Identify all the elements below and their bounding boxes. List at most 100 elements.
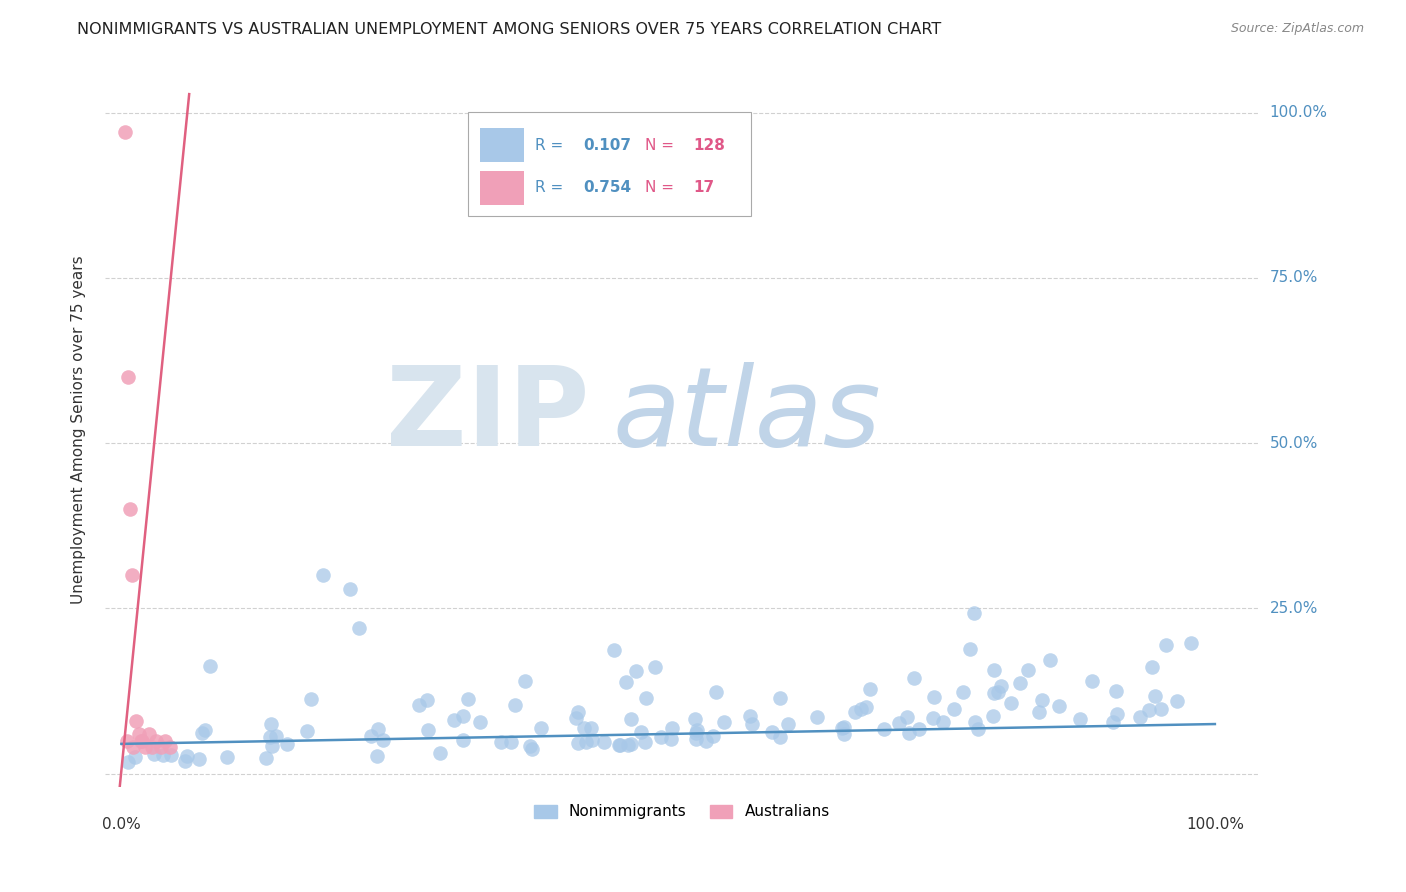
- Point: [962, 606, 984, 620]
- Point: [145, 733, 167, 747]
- FancyBboxPatch shape: [479, 170, 524, 205]
- Point: [191, 726, 214, 740]
- Point: [138, 727, 160, 741]
- Point: [299, 692, 322, 706]
- Point: [499, 735, 522, 749]
- Point: [443, 713, 465, 727]
- Point: [124, 750, 146, 764]
- Point: [176, 749, 198, 764]
- Point: [607, 738, 630, 752]
- Point: [567, 736, 589, 750]
- Point: [468, 715, 491, 730]
- FancyBboxPatch shape: [479, 128, 524, 162]
- Text: 25.0%: 25.0%: [1270, 601, 1317, 615]
- Point: [859, 681, 882, 696]
- Point: [505, 698, 527, 713]
- Point: [769, 731, 792, 745]
- Point: [260, 716, 283, 731]
- Point: [579, 721, 602, 735]
- Point: [738, 708, 761, 723]
- Point: [128, 727, 150, 741]
- Point: [959, 641, 981, 656]
- Point: [832, 720, 855, 734]
- Point: [1069, 712, 1091, 726]
- Point: [832, 726, 855, 740]
- Point: [1180, 636, 1202, 650]
- Point: [617, 738, 640, 752]
- Point: [768, 691, 790, 706]
- Point: [1105, 707, 1128, 722]
- Point: [565, 711, 588, 725]
- Text: NONIMMIGRANTS VS AUSTRALIAN UNEMPLOYMENT AMONG SENIORS OVER 75 YEARS CORRELATION: NONIMMIGRANTS VS AUSTRALIAN UNEMPLOYMENT…: [77, 22, 942, 37]
- Point: [217, 750, 239, 764]
- Point: [360, 729, 382, 743]
- Point: [575, 735, 598, 749]
- Point: [1144, 689, 1167, 703]
- Point: [873, 722, 896, 736]
- Point: [965, 715, 987, 730]
- Point: [567, 706, 589, 720]
- Point: [704, 685, 727, 699]
- Point: [659, 731, 682, 746]
- Point: [1102, 714, 1125, 729]
- Point: [685, 725, 707, 739]
- Point: [855, 699, 877, 714]
- Text: 0.107: 0.107: [583, 137, 631, 153]
- Point: [117, 370, 139, 384]
- Point: [264, 729, 287, 743]
- Text: R =: R =: [536, 137, 568, 153]
- Point: [987, 685, 1010, 699]
- Point: [990, 679, 1012, 693]
- Point: [983, 664, 1005, 678]
- Point: [129, 733, 152, 747]
- Point: [1028, 705, 1050, 719]
- Text: N =: N =: [645, 137, 679, 153]
- Point: [851, 702, 873, 716]
- Point: [636, 690, 658, 705]
- Point: [114, 126, 136, 140]
- Point: [115, 733, 138, 747]
- Point: [1129, 710, 1152, 724]
- Point: [121, 568, 143, 582]
- Point: [1010, 675, 1032, 690]
- Point: [513, 673, 536, 688]
- Point: [943, 702, 966, 716]
- Text: N =: N =: [645, 180, 679, 195]
- Point: [741, 717, 763, 731]
- Point: [650, 730, 672, 744]
- Point: [187, 752, 209, 766]
- Point: [1047, 698, 1070, 713]
- Point: [122, 740, 145, 755]
- Point: [581, 732, 603, 747]
- Point: [702, 729, 724, 743]
- Point: [371, 733, 394, 747]
- Point: [142, 747, 165, 761]
- Point: [695, 734, 717, 748]
- Point: [685, 731, 707, 746]
- Point: [1000, 696, 1022, 710]
- Point: [141, 740, 163, 755]
- Point: [254, 751, 277, 765]
- Point: [451, 708, 474, 723]
- Point: [1039, 653, 1062, 667]
- Point: [903, 671, 925, 685]
- Point: [898, 726, 921, 740]
- Point: [686, 723, 709, 737]
- Point: [1149, 702, 1171, 716]
- Point: [761, 725, 783, 739]
- Point: [614, 674, 637, 689]
- Point: [295, 723, 318, 738]
- Point: [259, 730, 281, 744]
- Point: [983, 708, 1005, 723]
- Point: [457, 692, 479, 706]
- Point: [408, 698, 430, 712]
- Point: [489, 735, 512, 749]
- Point: [592, 735, 614, 749]
- Text: Source: ZipAtlas.com: Source: ZipAtlas.com: [1230, 22, 1364, 36]
- Point: [806, 710, 828, 724]
- Point: [952, 685, 974, 699]
- Text: atlas: atlas: [613, 362, 882, 469]
- Point: [1081, 673, 1104, 688]
- Text: 100.0%: 100.0%: [1270, 105, 1327, 120]
- Point: [367, 722, 389, 736]
